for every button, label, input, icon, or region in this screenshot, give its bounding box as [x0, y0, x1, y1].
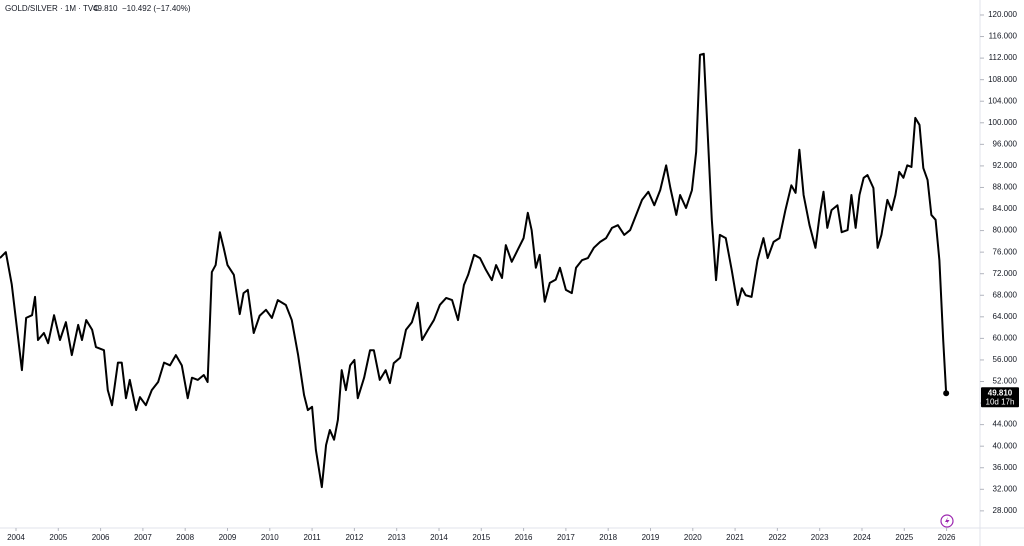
lightning-icon[interactable]: [940, 514, 954, 528]
x-tick-label: 2009: [219, 533, 237, 542]
x-tick-label: 2004: [7, 533, 25, 542]
x-tick-label: 2017: [557, 533, 575, 542]
y-tick-label: 32.000: [993, 484, 1018, 493]
x-tick-label: 2019: [642, 533, 660, 542]
x-tick-label: 2022: [768, 533, 786, 542]
y-tick-label: 60.000: [993, 333, 1018, 342]
y-tick-label: 76.000: [993, 247, 1018, 256]
y-tick-label: 104.000: [988, 96, 1017, 105]
y-tick-label: 116.000: [989, 32, 1018, 41]
x-tick-label: 2025: [895, 533, 913, 542]
x-tick-label: 2026: [938, 533, 956, 542]
change: −10.492 (−17.40%): [122, 4, 191, 13]
y-tick-label: 72.000: [993, 269, 1018, 278]
price-line: [0, 52, 948, 489]
x-tick-label: 2010: [261, 533, 279, 542]
price: 49.810: [93, 4, 118, 13]
x-tick-label: 2013: [388, 533, 406, 542]
y-tick-label: 84.000: [993, 204, 1018, 213]
y-tick-label: 36.000: [993, 463, 1018, 472]
y-tick-label: 80.000: [993, 226, 1018, 235]
y-tick-label: 112.000: [989, 53, 1018, 62]
x-tick-label: 2016: [515, 533, 533, 542]
y-tick-label: 52.000: [993, 377, 1018, 386]
y-tick-label: 100.000: [988, 118, 1017, 127]
price-badge: [981, 387, 1019, 408]
y-tick-label: 120.000: [988, 10, 1017, 19]
x-tick-label: 2023: [811, 533, 829, 542]
y-tick-label: 28.000: [993, 506, 1018, 515]
symbol: GOLD/SILVER · 1M · TVC: [5, 4, 99, 13]
x-tick-label: 2020: [684, 533, 702, 542]
x-tick-label: 2011: [303, 533, 321, 542]
x-tick-label: 2006: [92, 533, 110, 542]
x-tick-label: 2007: [134, 533, 152, 542]
icon-bolt: [945, 517, 950, 525]
y-tick-label: 96.000: [993, 139, 1018, 148]
y-tick-label: 56.000: [993, 355, 1018, 364]
y-tick-label: 40.000: [993, 441, 1018, 450]
icon-ring: [940, 514, 954, 528]
y-tick-label: 88.000: [993, 183, 1018, 192]
price-badge-label: 49.810: [988, 388, 1013, 397]
y-tick-label: 92.000: [993, 161, 1018, 170]
last-point: [943, 390, 950, 397]
x-tick-label: 2012: [345, 533, 363, 542]
countdown: 10d 17h: [986, 397, 1015, 406]
y-tick-label: 108.000: [988, 75, 1017, 84]
x-tick-label: 2018: [599, 533, 617, 542]
x-tick-label: 2021: [726, 533, 744, 542]
x-tick-label: 2005: [49, 533, 67, 542]
y-tick-label: 68.000: [993, 290, 1018, 299]
y-tick-label: 44.000: [993, 420, 1018, 429]
x-tick-label: 2014: [430, 533, 448, 542]
x-tick-label: 2024: [853, 533, 871, 542]
x-tick-label: 2015: [472, 533, 490, 542]
y-tick-label: 64.000: [993, 312, 1018, 321]
x-tick-label: 2008: [176, 533, 194, 542]
